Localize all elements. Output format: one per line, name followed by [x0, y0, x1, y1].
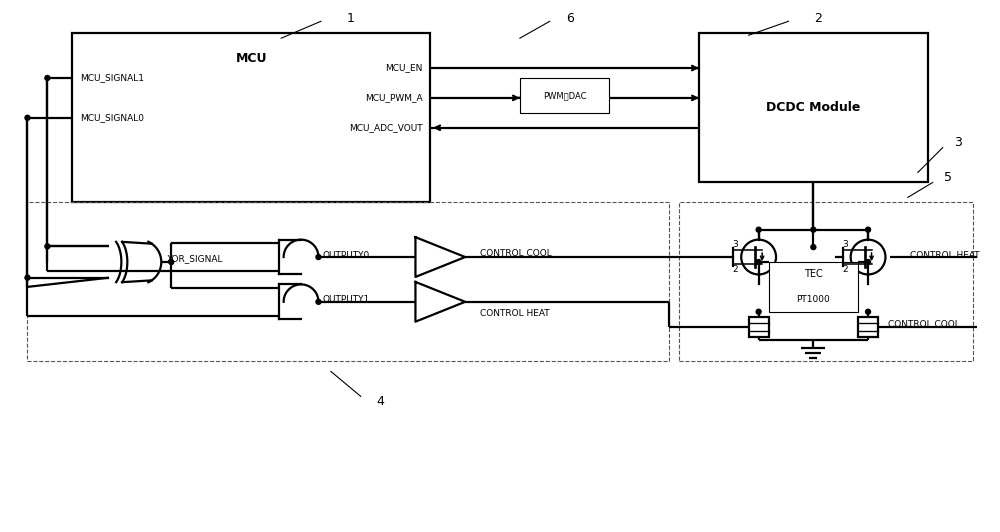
Circle shape — [811, 227, 816, 232]
Text: CONTROL COOL: CONTROL COOL — [888, 320, 960, 329]
Circle shape — [866, 260, 871, 264]
Circle shape — [316, 254, 321, 260]
Text: TEC: TEC — [804, 269, 823, 279]
Text: 4: 4 — [377, 395, 385, 408]
Text: MCU_SIGNAL0: MCU_SIGNAL0 — [80, 113, 144, 122]
Circle shape — [45, 244, 50, 249]
Bar — [769, 262, 858, 312]
Circle shape — [811, 245, 816, 250]
Text: PWM转DAC: PWM转DAC — [543, 91, 586, 100]
Text: 2: 2 — [814, 12, 822, 25]
Text: OUTPUTY0: OUTPUTY0 — [322, 251, 370, 260]
Text: CONTROL COOL: CONTROL COOL — [480, 248, 552, 257]
Text: 3: 3 — [954, 136, 962, 149]
Text: CONTROL HEAT: CONTROL HEAT — [910, 251, 980, 260]
Text: 6: 6 — [566, 12, 574, 25]
Text: MCU_PWM_A: MCU_PWM_A — [365, 94, 422, 102]
Bar — [72, 33, 430, 202]
Bar — [27, 202, 669, 362]
Text: 3: 3 — [732, 240, 738, 250]
Circle shape — [169, 260, 174, 264]
Text: 5: 5 — [944, 171, 952, 184]
Circle shape — [866, 227, 871, 232]
Circle shape — [316, 300, 321, 304]
Text: MCU_SIGNAL1: MCU_SIGNAL1 — [80, 73, 144, 82]
Circle shape — [756, 260, 761, 264]
Text: MCU: MCU — [236, 52, 267, 64]
Text: 2: 2 — [733, 265, 738, 274]
Circle shape — [866, 309, 871, 314]
Bar — [520, 78, 609, 113]
Text: XOR_SIGNAL: XOR_SIGNAL — [166, 254, 223, 263]
Text: CONTROL HEAT: CONTROL HEAT — [480, 309, 550, 318]
Circle shape — [756, 309, 761, 314]
Circle shape — [25, 275, 30, 280]
Text: MCU_ADC_VOUT: MCU_ADC_VOUT — [349, 123, 422, 132]
Bar — [679, 202, 973, 362]
Circle shape — [25, 115, 30, 120]
Text: 1: 1 — [347, 12, 355, 25]
Bar — [699, 33, 928, 182]
Circle shape — [756, 227, 761, 232]
Text: 3: 3 — [842, 240, 848, 250]
Text: DCDC Module: DCDC Module — [766, 101, 861, 114]
Circle shape — [45, 76, 50, 80]
Bar — [749, 317, 769, 337]
Text: 2: 2 — [842, 265, 848, 274]
Text: OUTPUTY1: OUTPUTY1 — [322, 295, 370, 304]
Bar — [858, 317, 878, 337]
Text: PT1000: PT1000 — [796, 295, 830, 304]
Text: MCU_EN: MCU_EN — [385, 63, 422, 72]
